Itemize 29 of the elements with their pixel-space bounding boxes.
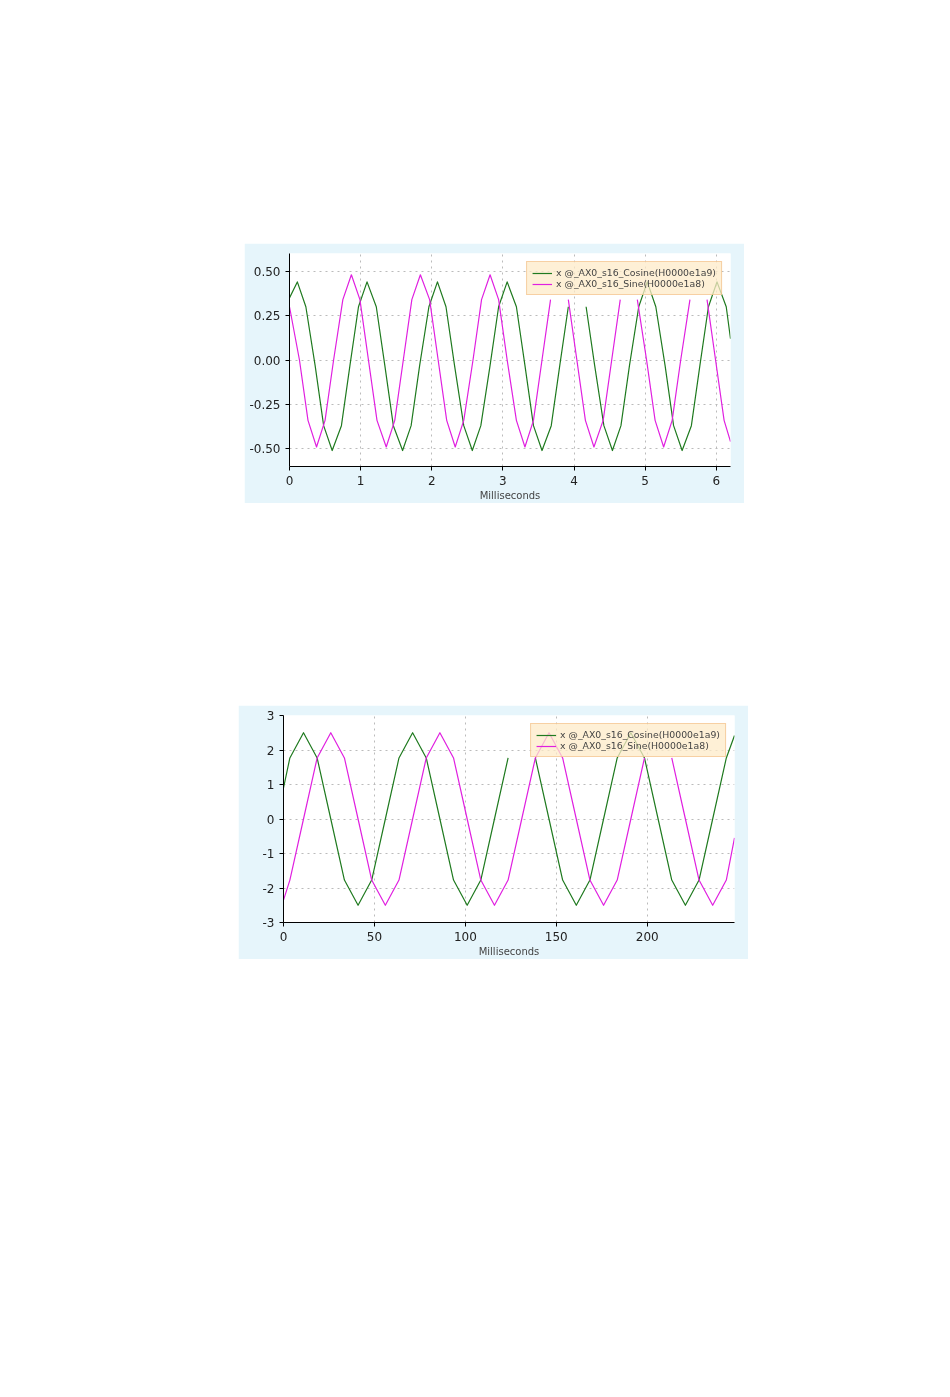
x-tick-label: 5 xyxy=(641,473,649,488)
x-tick-label: 2 xyxy=(427,473,436,488)
y-tick-label: 0.50 xyxy=(253,264,281,279)
x-axis-title: Milliseconds xyxy=(479,489,541,501)
x-axis-title: Milliseconds xyxy=(478,945,540,957)
y-tick-label: 0 xyxy=(266,812,275,827)
x-tick-label: 200 xyxy=(635,929,659,944)
x-tick-label: 4 xyxy=(570,473,578,488)
x-tick-label: 3 xyxy=(499,473,507,488)
y-tick-label: -0.50 xyxy=(249,442,281,457)
legend-label: x @_AX0_s16_Sine(H0000e1a8) xyxy=(556,278,705,289)
legend-label: x @_AX0_s16_Sine(H0000e1a8) xyxy=(560,740,709,751)
x-tick-label: 1 xyxy=(356,473,365,488)
legend-label: x @_AX0_s16_Cosine(H0000e1a9) xyxy=(560,729,720,740)
y-tick-label: 1 xyxy=(266,778,275,792)
y-tick-label: -2 xyxy=(262,881,275,896)
x-tick-label: 100 xyxy=(453,929,477,944)
y-tick-label: -1 xyxy=(262,847,275,861)
x-tick-label: 6 xyxy=(712,473,721,488)
x-tick-label: 50 xyxy=(366,929,383,944)
y-tick-label: -0.25 xyxy=(249,397,281,412)
y-tick-label: 3 xyxy=(266,709,275,723)
y-tick-label: 0.00 xyxy=(253,353,281,368)
y-tick-label: 0.25 xyxy=(253,309,281,324)
legend-label: x @_AX0_s16_Cosine(H0000e1a9) xyxy=(556,267,716,278)
x-tick-label: 0 xyxy=(285,473,294,488)
x-tick-label: 150 xyxy=(544,929,568,944)
y-tick-label: 2 xyxy=(266,743,275,758)
y-tick-label: -3 xyxy=(262,916,275,930)
